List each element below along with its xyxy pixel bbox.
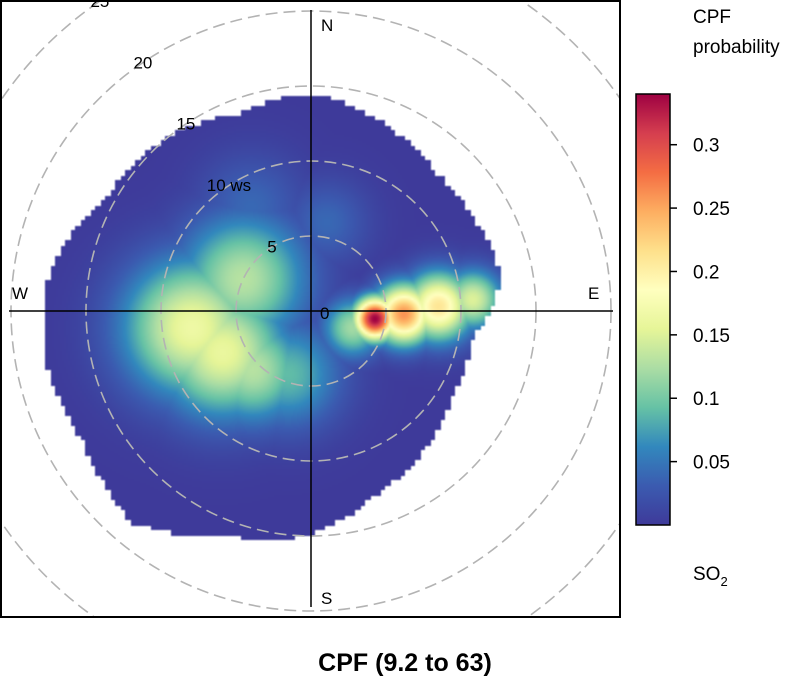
ring-label: 15 xyxy=(176,115,195,134)
pollutant-name: SO xyxy=(693,564,720,585)
colorbar-gradient xyxy=(636,94,670,525)
ring-label: 20 xyxy=(133,53,152,72)
colorbar-tick-label: 0.15 xyxy=(693,326,730,347)
colorbar-tick-label: 0.2 xyxy=(693,262,719,283)
ring-label: 25 xyxy=(90,0,109,11)
colorbar-title-line1: CPF xyxy=(693,7,731,28)
direction-north: N xyxy=(321,16,333,35)
plot-frame xyxy=(0,0,621,618)
colorbar-tick-label: 0.1 xyxy=(693,389,719,410)
ring-labels: 5 10 ws 15 20 25 xyxy=(90,0,276,257)
pollutant-label: SO2 xyxy=(693,564,728,589)
colorbar-tick-label: 0.25 xyxy=(693,199,730,220)
chart-title: CPF (9.2 to 63) xyxy=(318,649,492,677)
colorbar-ticks: 0.05 0.1 0.15 0.2 0.25 0.3 xyxy=(670,136,730,474)
ring-label: 10 ws xyxy=(207,176,251,195)
origin-label: 0 xyxy=(320,304,329,323)
colorbar-tick-label: 0.3 xyxy=(693,136,719,157)
pollutant-subscript: 2 xyxy=(720,574,727,589)
colorbar-title-line2: probability xyxy=(693,37,780,58)
direction-east: E xyxy=(588,284,599,303)
colorbar-tick-label: 0.05 xyxy=(693,453,730,474)
direction-south: S xyxy=(321,589,332,608)
ring-label: 5 xyxy=(267,238,276,257)
colorbar-frame xyxy=(635,93,671,526)
cpf-heatmap-surface xyxy=(9,1,609,617)
direction-west: W xyxy=(12,284,28,303)
